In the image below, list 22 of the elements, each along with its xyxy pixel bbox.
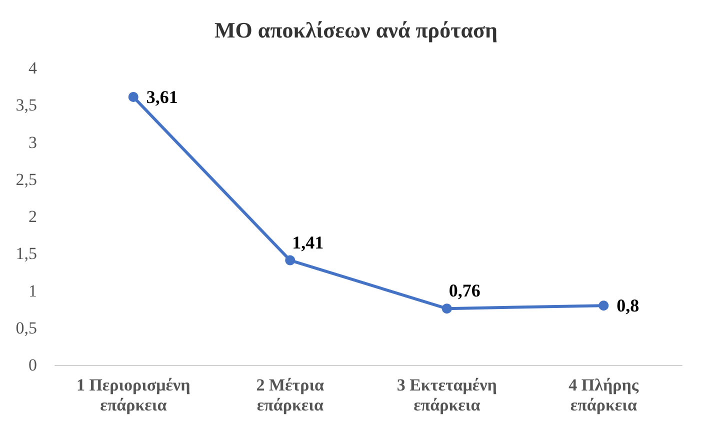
x-tick-label: 4 Πλήρης επάρκεια: [568, 376, 640, 414]
data-label: 0,76: [448, 280, 480, 301]
point: [442, 304, 452, 314]
x-tick-label: 2 Μέτρια επάρκεια: [256, 376, 325, 414]
point: [598, 300, 609, 311]
y-tick-label: 4: [28, 58, 38, 78]
data-label: 0,8: [616, 296, 640, 316]
point: [128, 92, 138, 102]
x-tick-label: 3 Εκτεταμένη επάρκεια: [396, 376, 497, 414]
data-label: 1,41: [292, 232, 324, 252]
data-label: 3,61: [146, 86, 178, 107]
point: [285, 255, 296, 266]
y-tick-label: 3: [28, 132, 37, 152]
chart-title: ΜΟ αποκλίσεων ανά πρόταση: [214, 18, 498, 42]
x-tick-label: 1 Περιορισμένη επάρκεια: [76, 376, 190, 414]
y-tick-label: 3,5: [16, 96, 37, 115]
y-tick-label: 0,5: [16, 318, 37, 338]
y-tick-label: 2: [28, 207, 37, 226]
y-tick-label: 0: [28, 356, 37, 374]
y-tick-label: 2,5: [16, 170, 37, 189]
y-tick-label: 1: [28, 281, 37, 300]
y-tick-label: 1,5: [16, 244, 37, 264]
